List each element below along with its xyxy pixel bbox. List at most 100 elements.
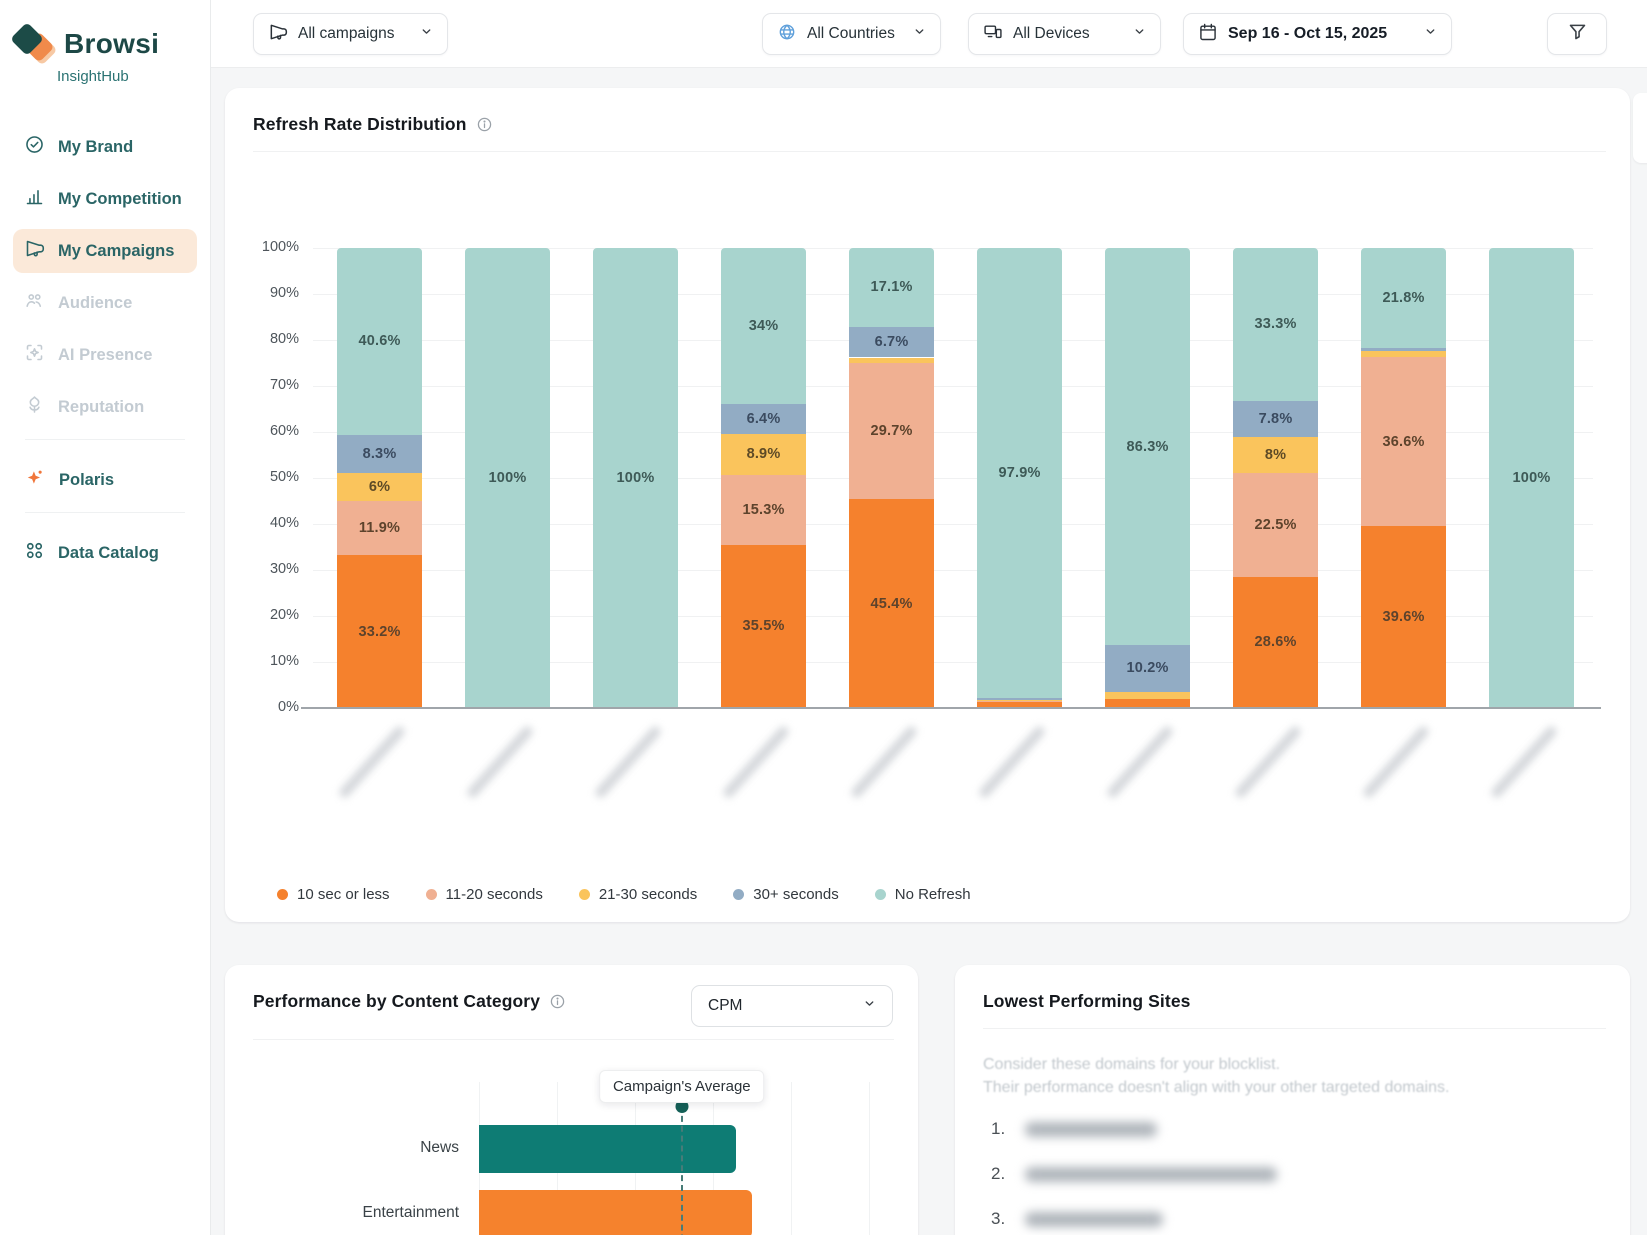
legend-item: 30+ seconds bbox=[733, 886, 839, 903]
x-axis-label-redacted bbox=[465, 724, 535, 800]
legend-dot bbox=[578, 889, 590, 900]
gridline bbox=[313, 248, 1593, 249]
sidebar-item-data-catalog[interactable]: Data Catalog bbox=[13, 531, 197, 575]
content-category-panel: Performance by Content Category CPM Camp… bbox=[225, 965, 918, 1235]
category-bar-chart: Campaign's Average News Entertainment bbox=[225, 1040, 918, 1235]
legend-label: No Refresh bbox=[894, 886, 971, 903]
sidebar-item-label: Polaris bbox=[59, 470, 115, 489]
browsi-logo-icon bbox=[10, 22, 58, 66]
bar-segment-11-20-seconds bbox=[1233, 473, 1318, 577]
legend-item: 11-20 seconds bbox=[425, 886, 543, 903]
bar-segment-no-refresh bbox=[1105, 248, 1190, 645]
campaigns-filter-value: All campaigns bbox=[298, 25, 395, 42]
bar-segment-10-sec-or-less bbox=[1233, 576, 1318, 708]
segment-label: 21.8% bbox=[1382, 290, 1425, 307]
bar-segment-no-refresh bbox=[465, 248, 550, 708]
sidebar-item-audience: Audience bbox=[13, 281, 197, 325]
gridline bbox=[313, 340, 1593, 341]
sidebar-item-polaris[interactable]: Polaris bbox=[13, 458, 197, 502]
segment-label: 17.1% bbox=[870, 279, 913, 296]
segment-label: 36.6% bbox=[1382, 433, 1425, 450]
bar-segment-30-seconds bbox=[849, 326, 934, 358]
segment-label: 6.4% bbox=[746, 410, 781, 427]
bar-segment-30-seconds bbox=[977, 698, 1062, 700]
funnel-icon bbox=[1567, 21, 1588, 47]
campaigns-filter-dropdown[interactable]: All campaigns bbox=[253, 13, 448, 55]
gridline bbox=[313, 570, 1593, 571]
sidebar-item-my-brand[interactable]: My Brand bbox=[13, 125, 197, 169]
gridline bbox=[313, 662, 1593, 663]
segment-label: 97.9% bbox=[998, 465, 1041, 482]
stacked-bar: 100% bbox=[1489, 248, 1574, 708]
segment-label: 100% bbox=[616, 470, 655, 486]
sidebar-item-my-campaigns[interactable]: My Campaigns bbox=[13, 229, 197, 273]
metric-select[interactable]: CPM bbox=[691, 985, 893, 1027]
stacked-bar: 33.2% 11.9% 6% 8.3% 40.6% bbox=[337, 248, 422, 708]
lowest-performing-sites-panel: Lowest Performing Sites Consider these d… bbox=[955, 965, 1630, 1235]
bar-segment-21-30-seconds bbox=[1361, 351, 1446, 358]
y-axis-tick-label: 80% bbox=[269, 331, 299, 347]
legend-label: 11-20 seconds bbox=[445, 886, 543, 903]
y-axis-tick-label: 10% bbox=[269, 653, 299, 669]
category-label: News bbox=[420, 1139, 459, 1156]
sidebar-item-my-competition[interactable]: My Competition bbox=[13, 177, 197, 221]
bar-segment-10-sec-or-less bbox=[337, 555, 422, 708]
polaris-sparkle-icon bbox=[24, 467, 46, 494]
segment-label: 40.6% bbox=[358, 333, 401, 350]
sidebar-item-label: My Brand bbox=[58, 137, 134, 156]
gridline bbox=[869, 1082, 870, 1235]
stacked-bar: 28.6% 22.5% 8% 7.8% 33.3% bbox=[1233, 248, 1318, 708]
devices-filter-dropdown[interactable]: All Devices bbox=[968, 13, 1161, 55]
campaign-average-marker bbox=[675, 1100, 689, 1113]
site-rank: 3. bbox=[991, 1209, 1006, 1228]
x-axis-label-redacted bbox=[1105, 724, 1175, 800]
bar-segment-30-seconds bbox=[1105, 645, 1190, 692]
site-list-item: 3. bbox=[991, 1209, 1630, 1229]
campaign-average-tooltip: Campaign's Average bbox=[598, 1070, 765, 1103]
y-axis-tick-label: 40% bbox=[269, 515, 299, 531]
globe-icon bbox=[777, 22, 797, 47]
countries-filter-dropdown[interactable]: All Countries bbox=[762, 13, 941, 55]
gridline bbox=[313, 616, 1593, 617]
bar-segment-10-sec-or-less bbox=[849, 499, 934, 708]
date-range-picker[interactable]: Sep 16 - Oct 15, 2025 bbox=[1183, 13, 1452, 55]
campaign-average-line bbox=[680, 1106, 683, 1235]
segment-label: 34% bbox=[748, 318, 779, 335]
segment-label: 45.4% bbox=[870, 595, 913, 612]
bar-segment-21-30-seconds bbox=[1105, 691, 1190, 700]
calendar-icon bbox=[1198, 22, 1218, 47]
bar-segment-10-sec-or-less bbox=[721, 544, 806, 708]
sidebar-item-label: Data Catalog bbox=[58, 543, 159, 562]
filter-button[interactable] bbox=[1547, 13, 1607, 55]
segment-label: 100% bbox=[1512, 470, 1551, 486]
info-icon[interactable] bbox=[476, 116, 493, 133]
y-axis-tick-label: 30% bbox=[269, 561, 299, 577]
bar-segment-no-refresh bbox=[1361, 248, 1446, 349]
segment-label: 28.6% bbox=[1254, 634, 1297, 651]
chevron-down-icon bbox=[420, 25, 433, 43]
refresh-rate-panel: Refresh Rate Distribution 100% 90% 80% 70% 6… bbox=[225, 88, 1630, 922]
y-axis-tick-label: 90% bbox=[269, 285, 299, 301]
divider bbox=[253, 1039, 894, 1040]
bar-segment-30-seconds bbox=[721, 404, 806, 434]
x-axis-label-redacted bbox=[593, 724, 663, 800]
bar-chart-icon bbox=[24, 186, 45, 212]
segment-label: 29.7% bbox=[870, 422, 913, 439]
x-axis-label-redacted bbox=[1489, 724, 1559, 800]
segment-label: 15.3% bbox=[742, 501, 785, 518]
segment-label: 10.2% bbox=[1126, 660, 1169, 677]
sidebar-item-label: Audience bbox=[58, 293, 133, 312]
gridline bbox=[313, 524, 1593, 525]
legend-item: No Refresh bbox=[874, 886, 971, 903]
site-domain-redacted bbox=[1025, 1211, 1163, 1227]
stacked-bar: 1.2%97.9% bbox=[977, 248, 1062, 708]
legend-dot bbox=[733, 889, 745, 900]
sidebar-item-reputation: Reputation bbox=[13, 385, 197, 429]
segment-label: 33.2% bbox=[358, 623, 401, 640]
sites-list: 1. 2. 3. bbox=[955, 1119, 1630, 1229]
megaphone-icon bbox=[268, 22, 288, 47]
legend-label: 10 sec or less bbox=[297, 886, 390, 903]
info-icon[interactable] bbox=[549, 993, 566, 1010]
legend-dot bbox=[874, 889, 886, 900]
